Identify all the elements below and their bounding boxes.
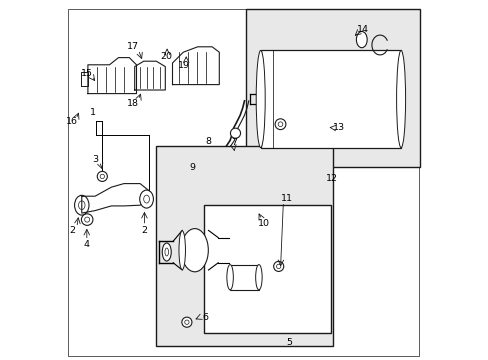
Ellipse shape: [75, 195, 89, 215]
Text: 2: 2: [141, 226, 147, 235]
Text: 20: 20: [161, 53, 172, 62]
Bar: [156, 146, 333, 346]
Text: 16: 16: [65, 117, 78, 126]
Polygon shape: [88, 58, 136, 94]
Text: 6: 6: [202, 313, 207, 322]
Text: 12: 12: [325, 174, 337, 183]
Text: 13: 13: [332, 123, 344, 132]
Ellipse shape: [276, 264, 280, 269]
Ellipse shape: [100, 174, 104, 179]
Ellipse shape: [396, 50, 405, 148]
Ellipse shape: [79, 201, 85, 210]
Polygon shape: [134, 61, 165, 90]
Text: 9: 9: [189, 163, 195, 172]
Ellipse shape: [255, 265, 262, 290]
Ellipse shape: [278, 122, 282, 127]
Polygon shape: [81, 184, 149, 213]
Ellipse shape: [181, 229, 208, 272]
Ellipse shape: [273, 261, 283, 271]
Polygon shape: [172, 47, 219, 85]
Ellipse shape: [356, 31, 366, 48]
Text: 2: 2: [69, 226, 75, 235]
Ellipse shape: [230, 128, 240, 138]
Text: 17: 17: [127, 42, 139, 51]
Text: 4: 4: [83, 240, 89, 249]
Ellipse shape: [275, 119, 285, 130]
Ellipse shape: [179, 231, 185, 270]
Ellipse shape: [226, 265, 233, 290]
Ellipse shape: [97, 171, 107, 181]
Text: 10: 10: [258, 220, 270, 229]
Ellipse shape: [162, 243, 171, 261]
Text: 7: 7: [231, 139, 237, 148]
Text: 3: 3: [92, 155, 98, 163]
Bar: [260, 50, 400, 148]
Text: 11: 11: [281, 194, 292, 203]
Bar: [230, 265, 258, 290]
Ellipse shape: [256, 50, 264, 148]
Ellipse shape: [84, 217, 89, 222]
Text: 15: 15: [81, 69, 93, 78]
Ellipse shape: [164, 248, 168, 256]
Text: 1: 1: [89, 108, 95, 117]
Text: 18: 18: [127, 99, 139, 108]
Ellipse shape: [182, 317, 192, 327]
Text: 14: 14: [357, 25, 368, 34]
Ellipse shape: [140, 190, 153, 208]
Ellipse shape: [184, 320, 189, 324]
Bar: [246, 9, 419, 167]
Text: 19: 19: [178, 61, 190, 70]
Text: 8: 8: [205, 137, 211, 146]
Ellipse shape: [81, 214, 93, 225]
Bar: [204, 205, 330, 333]
Polygon shape: [81, 72, 88, 86]
Ellipse shape: [143, 195, 149, 203]
Text: 5: 5: [286, 338, 292, 347]
